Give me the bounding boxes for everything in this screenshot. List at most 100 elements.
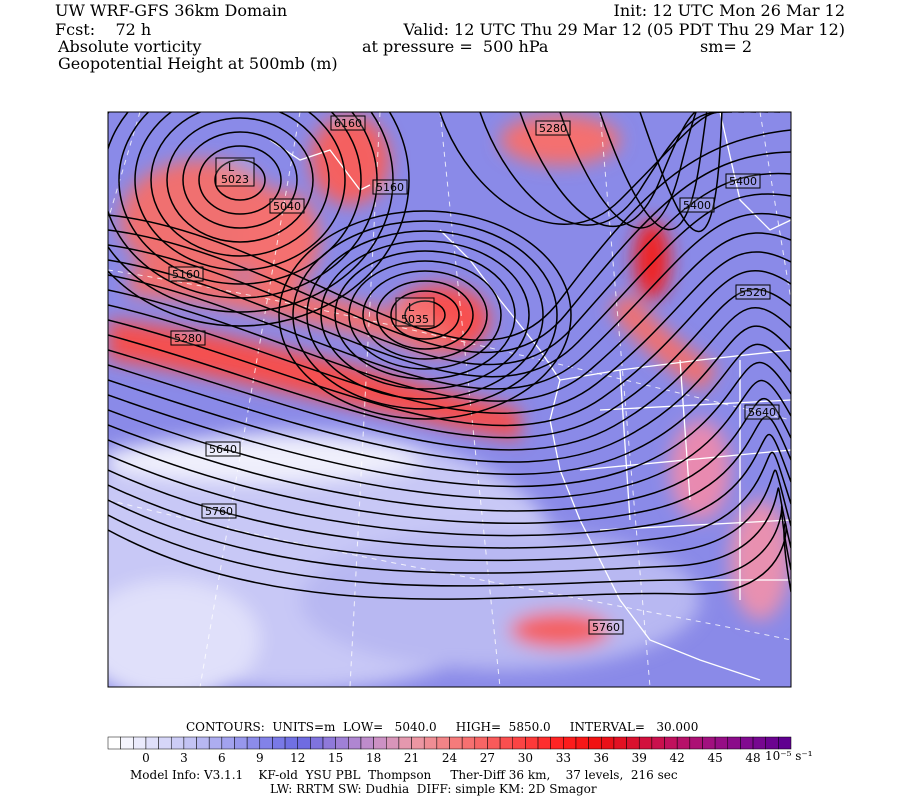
colorbar-box: [537, 736, 551, 750]
pressure: at pressure = 500 hPa: [362, 37, 549, 56]
colorbar-tick-label: 0: [142, 751, 150, 765]
contour-label: 5160: [172, 268, 200, 281]
colorbar-box: [170, 736, 185, 750]
low-value: 5035: [401, 313, 429, 326]
contour: [182, 131, 298, 229]
contour: [198, 145, 282, 215]
colorbar-box: [651, 736, 665, 750]
colorbar-box: [423, 736, 438, 750]
colorbar-box: [310, 736, 324, 750]
contour: [108, 523, 791, 600]
coastlines: [269, 112, 791, 681]
colorbar-box: [246, 736, 261, 750]
contour-label-box: [744, 404, 780, 420]
colorbar-box: [588, 736, 602, 750]
contour-label: 5280: [539, 122, 567, 135]
contour: [108, 380, 791, 500]
contour: [108, 193, 791, 378]
contour-label: 5160: [376, 181, 404, 194]
colorbar-box: [461, 736, 476, 750]
contour-label: 5400: [729, 175, 757, 188]
colorbar-box: [512, 736, 526, 750]
colorbar-tick-label: 30: [518, 751, 533, 765]
contour: [134, 112, 346, 271]
colorbar-tick-label: 18: [366, 751, 381, 765]
contour: [108, 325, 791, 463]
contour: [108, 469, 791, 562]
contour: [439, 112, 721, 225]
contour-label-box: [679, 197, 715, 213]
footer-line1: Model Info: V3.1.1 KF-old YSU PBL Thomps…: [130, 768, 678, 782]
contour: [376, 280, 474, 350]
contour: [108, 433, 791, 537]
contour: [348, 260, 502, 370]
contour: [108, 415, 791, 524]
colorbar-tick-label: 48: [745, 751, 760, 765]
contour: [292, 220, 558, 410]
contour: [519, 112, 744, 228]
init: Init: 12 UTC Mon 26 Mar 12: [614, 1, 845, 20]
colorbar-tick-label: 9: [256, 751, 264, 765]
contour: [320, 240, 530, 390]
colorbar-box: [727, 736, 741, 750]
contour-label: 5520: [739, 286, 767, 299]
colorbar-box: [120, 736, 134, 750]
contour: [362, 270, 488, 360]
contour: [108, 397, 791, 512]
colorbar-tick-label: 12: [290, 751, 305, 765]
low-symbol: L: [228, 161, 235, 174]
colorbar-box: [499, 736, 513, 750]
colorbar-box: [145, 736, 159, 750]
colorbar-tick-label: 45: [707, 751, 722, 765]
colorbar-box: [284, 736, 298, 750]
colorbar: 0 3 6 9 12 15 18 21 24 27 30 33 36 39 42 45 48 10⁻⁵ s⁻¹: [107, 736, 813, 765]
colorbar-tick-label: 21: [404, 751, 419, 765]
colorbar-box: [740, 736, 754, 750]
colorbar-box: [449, 736, 463, 750]
colorbar-tick-label: 3: [180, 751, 188, 765]
contour: [214, 159, 266, 201]
field2: Geopotential Height at 500mb (m): [58, 54, 338, 73]
map-frame: [107, 111, 792, 688]
colorbar-box: [778, 736, 792, 750]
contour: [479, 112, 732, 226]
colorbar-unit: 10⁻⁵ s⁻¹: [765, 749, 813, 763]
contour-label-box: [205, 441, 241, 457]
colorbar-box: [322, 736, 336, 750]
low-box: [215, 157, 255, 187]
contour: [108, 172, 791, 366]
contour-info: CONTOURS: UNITS=m LOW= 5040.0 HIGH= 5850…: [186, 720, 698, 734]
contour: [390, 290, 460, 340]
contour: [150, 112, 330, 257]
sm: sm= 2: [700, 37, 752, 56]
field1: Absolute vorticity: [57, 37, 201, 56]
contour: [108, 343, 791, 475]
contour: [278, 210, 572, 420]
contour: [108, 213, 791, 390]
contour: [108, 361, 791, 488]
contour-label: 5760: [205, 505, 233, 518]
contour-label-box: [170, 330, 206, 346]
colorbar-box: [335, 736, 349, 750]
low-box: [395, 297, 435, 327]
colorbar-box: [638, 736, 653, 750]
contour: [404, 300, 446, 330]
colorbar-tick-label: 39: [632, 751, 647, 765]
colorbar-box: [221, 736, 235, 750]
footer-line2: LW: RRTM SW: Dudhia DIFF: simple KM: 2D …: [270, 782, 597, 796]
colorbar-box: [272, 736, 286, 750]
contour: [108, 151, 791, 354]
colorbar-box: [575, 736, 589, 750]
contour-label: 5280: [174, 332, 202, 345]
contour: [639, 112, 780, 233]
colorbar-tick-label: 6: [218, 751, 226, 765]
contour-label: 5640: [748, 406, 776, 419]
contour: [108, 232, 791, 402]
colorbar-box: [398, 736, 412, 750]
colorbar-box: [752, 736, 766, 750]
contour: [166, 117, 314, 243]
graticule: [108, 112, 791, 687]
contour: [108, 288, 791, 439]
contour-label-box: [725, 173, 761, 189]
colorbar-box: [208, 736, 223, 750]
